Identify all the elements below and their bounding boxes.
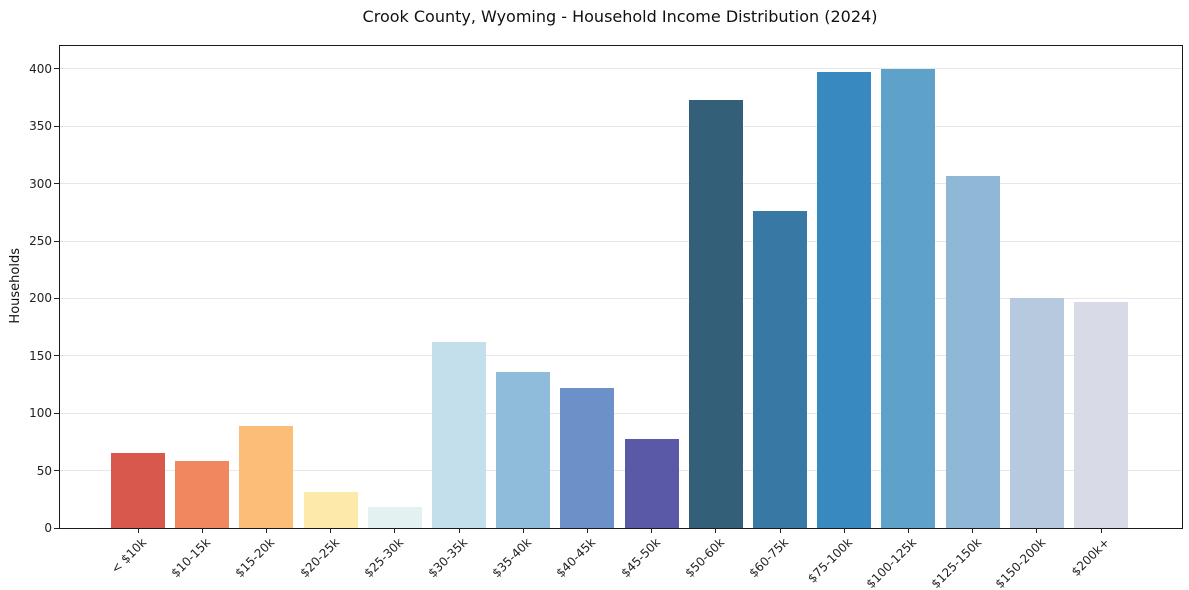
bar--20-25k bbox=[303, 492, 358, 528]
y-tick-mark-300 bbox=[54, 183, 59, 185]
x-tick-mark-7 bbox=[586, 528, 588, 533]
y-axis-label: Households bbox=[4, 45, 26, 527]
bar--30-35k bbox=[432, 342, 486, 528]
y-tick-mark-200 bbox=[54, 297, 59, 299]
y-tick-label-150: 150 bbox=[29, 348, 52, 363]
x-tick-mark-4 bbox=[394, 528, 396, 533]
x-tick-mark-6 bbox=[522, 528, 524, 533]
bar--125-150k bbox=[945, 175, 1000, 528]
x-tick-mark-5 bbox=[458, 528, 460, 533]
y-tick-label-300: 300 bbox=[29, 176, 52, 191]
x-tick-mark-8 bbox=[651, 528, 653, 533]
y-tick-mark-0 bbox=[54, 527, 59, 529]
y-axis-label-text: Households bbox=[7, 248, 23, 324]
bar--10k bbox=[111, 453, 165, 528]
x-tick-mark-0 bbox=[137, 528, 139, 533]
bar--35-40k bbox=[496, 371, 551, 528]
gridline-y-250 bbox=[60, 240, 1182, 242]
y-tick-label-400: 400 bbox=[29, 61, 52, 76]
x-tick-label-0: < $10k bbox=[108, 535, 150, 577]
x-tick-mark-10 bbox=[779, 528, 781, 533]
y-tick-label-250: 250 bbox=[29, 234, 52, 249]
y-tick-label-350: 350 bbox=[29, 119, 52, 134]
bar--15-20k bbox=[239, 425, 294, 528]
gridline-y-200 bbox=[60, 297, 1182, 299]
x-tick-mark-14 bbox=[1036, 528, 1038, 533]
x-tick-mark-15 bbox=[1100, 528, 1102, 533]
gridline-y-400 bbox=[60, 68, 1182, 70]
bar--150-200k bbox=[1009, 298, 1064, 528]
bar--50-60k bbox=[688, 99, 743, 528]
x-tick-mark-13 bbox=[972, 528, 974, 533]
bar--100-125k bbox=[881, 68, 936, 528]
bar--45-50k bbox=[624, 438, 679, 528]
plot-area: 0 50 100 150 200 250 300 350 400 < $10k $10-15k $15… bbox=[29, 45, 1183, 590]
bar--60-75k bbox=[753, 211, 807, 528]
y-tick-label-0: 0 bbox=[44, 521, 52, 535]
y-tick-mark-50 bbox=[54, 470, 59, 472]
x-tick-mark-1 bbox=[201, 528, 203, 533]
x-tick-mark-9 bbox=[715, 528, 717, 533]
x-tick-mark-12 bbox=[907, 528, 909, 533]
bar--200k+ bbox=[1074, 301, 1128, 528]
bar--10-15k bbox=[175, 461, 230, 528]
y-tick-label-50: 50 bbox=[36, 463, 52, 478]
bar--25-30k bbox=[367, 507, 422, 528]
bar--75-100k bbox=[817, 72, 872, 528]
y-tick-mark-150 bbox=[54, 355, 59, 357]
gridline-y-300 bbox=[60, 183, 1182, 185]
y-tick-mark-100 bbox=[54, 412, 59, 414]
x-tick-mark-3 bbox=[330, 528, 332, 533]
x-tick-mark-11 bbox=[843, 528, 845, 533]
gridline-y-100 bbox=[60, 412, 1182, 414]
y-tick-mark-400 bbox=[54, 68, 59, 70]
gridline-y-50 bbox=[60, 470, 1182, 472]
y-tick-mark-350 bbox=[54, 125, 59, 127]
y-tick-mark-250 bbox=[54, 240, 59, 242]
y-tick-label-100: 100 bbox=[29, 406, 52, 421]
x-tick-mark-2 bbox=[265, 528, 267, 533]
gridline-y-150 bbox=[60, 355, 1182, 357]
bar--40-45k bbox=[560, 388, 615, 528]
chart-title: Crook County, Wyoming - Household Income… bbox=[362, 7, 878, 26]
gridline-y-350 bbox=[60, 125, 1182, 127]
y-tick-label-200: 200 bbox=[29, 291, 52, 306]
